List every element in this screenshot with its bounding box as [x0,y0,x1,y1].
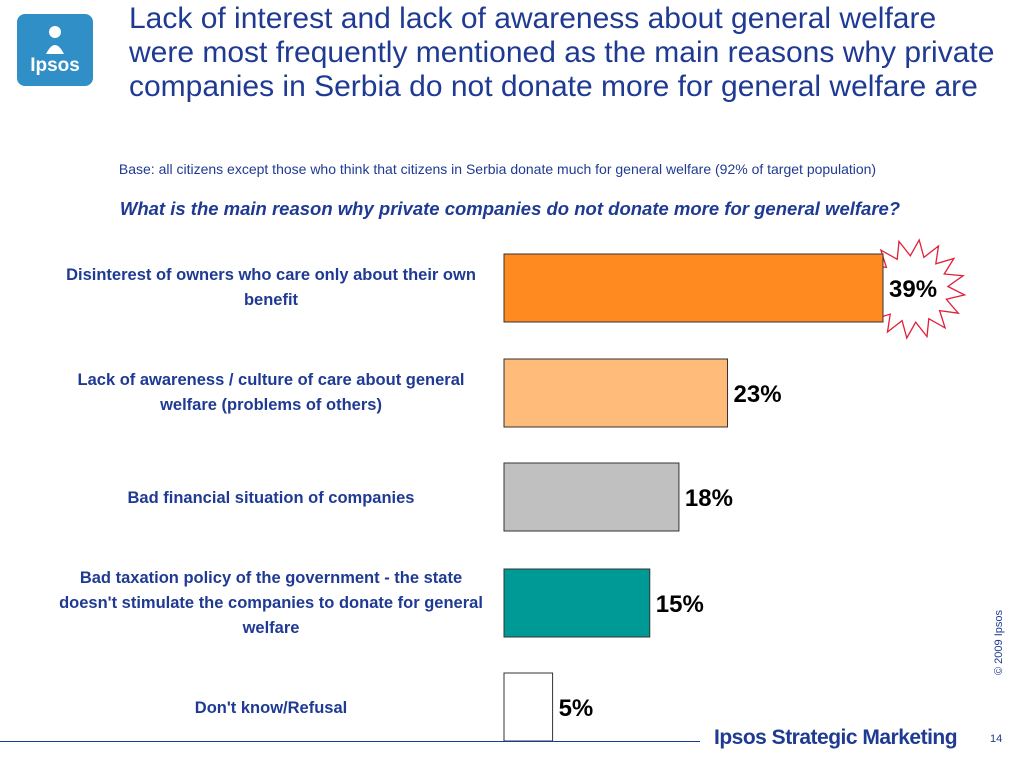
category-label-awareness: Lack of awareness / culture of care abou… [77,371,465,414]
bar-5 [503,672,554,742]
bar-1 [503,253,884,323]
logo-figure-icon [46,26,64,54]
value-label-2: 23% [734,381,782,408]
category-label-taxation: Bad taxation policy of the government - … [59,569,483,637]
ipsos-logo: Ipsos [17,14,93,86]
footer-divider [0,741,700,742]
category-label-disinterest: Disinterest of owners who care only abou… [66,266,476,309]
category-label-financial: Bad financial situation of companies [127,489,415,507]
value-label-1: 39% [889,276,937,303]
base-note: Base: all citizens except those who thin… [118,161,877,177]
bar-4 [503,568,651,638]
value-label-3: 18% [685,485,733,512]
category-label-dont-know: Don't know/Refusal [194,699,348,717]
value-label-4: 15% [656,591,704,618]
bar-3 [503,462,680,532]
value-label-5: 5% [559,695,594,722]
copyright-note: © 2009 Ipsos [993,610,1005,675]
chart-question: What is the main reason why private comp… [119,198,901,219]
logo-text: Ipsos [30,55,80,76]
bar-2 [503,358,729,428]
page-title: Lack of interest and lack of awareness a… [129,2,995,103]
page-number: 14 [990,733,1003,745]
footer-brand: Ipsos Strategic Marketing [714,726,958,749]
